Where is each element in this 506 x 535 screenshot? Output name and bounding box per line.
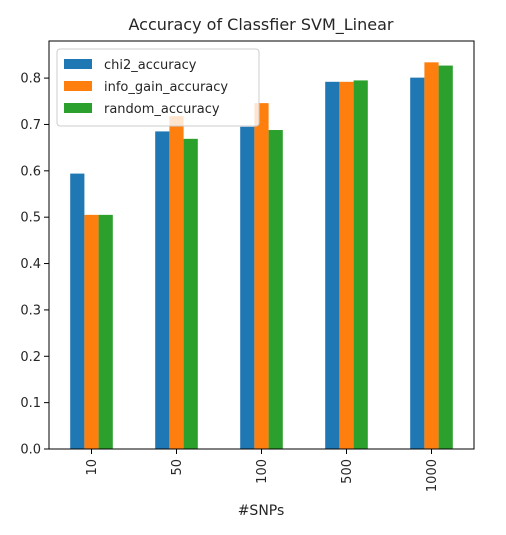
bar-random_accuracy-100 xyxy=(268,130,283,449)
bar-chi2_accuracy-50 xyxy=(155,131,170,449)
x-tick-label-1000: 1000 xyxy=(425,459,440,492)
y-tick-label: 0.1 xyxy=(20,396,41,411)
y-tick-label: 0.7 xyxy=(20,118,41,133)
x-axis-label: #SNPs xyxy=(238,503,285,519)
legend-label-random_accuracy: random_accuracy xyxy=(104,102,220,117)
y-tick-label: 0.4 xyxy=(20,257,41,272)
x-tick-label-10: 10 xyxy=(85,459,100,476)
x-tick-label-500: 500 xyxy=(340,459,355,484)
y-tick-label: 0.8 xyxy=(20,72,41,87)
y-tick-label: 0.3 xyxy=(20,303,41,318)
x-axis: 10 50 100 500 1000 xyxy=(85,449,440,492)
legend: chi2_accuracy info_gain_accuracy random_ac… xyxy=(56,48,260,127)
legend-box xyxy=(56,48,260,127)
y-tick-label: 0.2 xyxy=(20,350,41,365)
legend-swatch-random_accuracy xyxy=(64,103,92,113)
bar-info_gain_accuracy-1000 xyxy=(424,62,439,449)
y-tick-label: 0.5 xyxy=(20,211,41,226)
plot-frame xyxy=(48,40,475,450)
bar-random_accuracy-500 xyxy=(353,80,368,449)
bars-layer xyxy=(70,62,453,450)
y-axis: 0.0 0.1 0.2 0.3 0.4 0.5 0.6 0.7 0.8 xyxy=(20,72,49,458)
bar-info_gain_accuracy-10 xyxy=(84,214,99,449)
bar-chi2_accuracy-10 xyxy=(70,173,85,449)
bar-random_accuracy-50 xyxy=(183,138,198,449)
legend-label-info_gain_accuracy: info_gain_accuracy xyxy=(104,80,228,95)
bar-chi2_accuracy-100 xyxy=(240,126,255,450)
y-tick-label: 0.6 xyxy=(20,164,41,179)
legend-swatch-info_gain_accuracy xyxy=(64,81,92,91)
bar-chi2_accuracy-500 xyxy=(325,81,340,450)
legend-items: chi2_accuracy info_gain_accuracy random_ac… xyxy=(64,58,228,117)
legend-label-chi2_accuracy: chi2_accuracy xyxy=(104,58,197,73)
bar-chi2_accuracy-1000 xyxy=(410,77,425,449)
x-tick-label-50: 50 xyxy=(170,459,185,476)
bar-info_gain_accuracy-50 xyxy=(169,116,184,450)
y-tick-label: 0.0 xyxy=(20,443,41,458)
legend-swatch-chi2_accuracy xyxy=(64,59,92,69)
bar-info_gain_accuracy-100 xyxy=(254,103,269,449)
bar-info_gain_accuracy-500 xyxy=(339,81,354,450)
x-tick-label-100: 100 xyxy=(255,459,270,484)
chart-title: Accuracy of Classfier SVM_Linear xyxy=(129,15,394,35)
bar-random_accuracy-1000 xyxy=(438,65,453,449)
bar-random_accuracy-10 xyxy=(98,214,113,449)
